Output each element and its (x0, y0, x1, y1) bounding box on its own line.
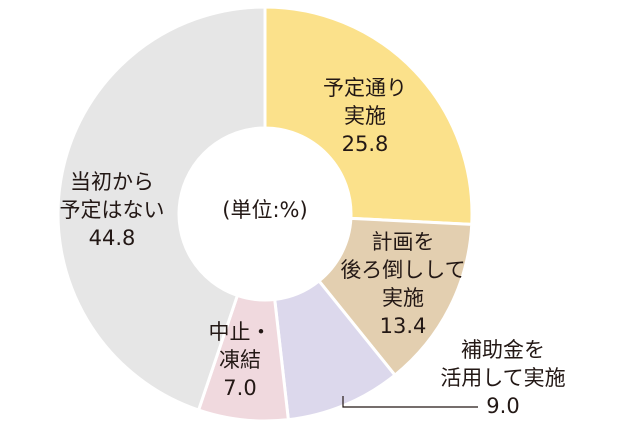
donut-slice-not-planned (56, 5, 267, 412)
center-label: (単位:%) (222, 198, 308, 222)
subsidy-leader-line (342, 396, 478, 408)
slice-value-postponed: 13.4 (379, 314, 427, 338)
donut-slice-planned (263, 5, 474, 226)
slice-label-planned: 予定通り 実施 25.8 (300, 74, 430, 158)
slice-label-postponed: 計画を 後ろ倒しして 実施 13.4 (328, 228, 478, 340)
slice-value-suspended: 7.0 (223, 376, 257, 400)
slice-label-not-planned: 当初から 予定はない 44.8 (42, 168, 182, 252)
slice-value-not-planned: 44.8 (88, 226, 136, 250)
slice-value-subsidy: 9.0 (486, 394, 520, 418)
slice-value-planned: 25.8 (341, 132, 389, 156)
donut-slice-postponed (316, 216, 474, 378)
slice-label-suspended: 中止・ 凍結 7.0 (185, 318, 295, 402)
slice-label-subsidy: 補助金を 活用して実施 9.0 (428, 336, 578, 420)
